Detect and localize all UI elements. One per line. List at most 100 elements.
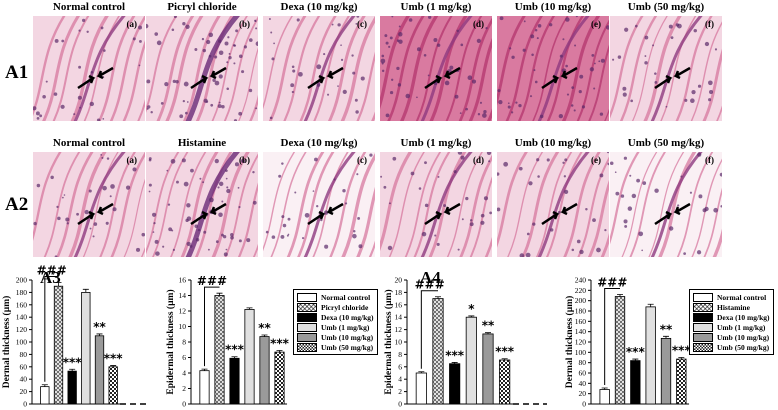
legend-label: Umb (10 mg/kg) — [717, 332, 770, 342]
error-bar — [41, 384, 48, 387]
chart-epidermal-1: 0 2 4 6 8 10 12 14 16 Epidermal thickness (µm) ***… — [165, 266, 295, 410]
chart-label-a3: A3 — [40, 268, 61, 287]
significance-label: *** — [445, 348, 465, 362]
significance-label: ### — [37, 263, 67, 277]
error-bar — [601, 387, 608, 390]
panel-title: Dexa (10 mg/kg) — [280, 137, 358, 149]
y-axis-label: Dermal thickness (µm) — [564, 296, 575, 389]
bar — [94, 335, 105, 405]
y-tick-label: 100 — [16, 338, 28, 347]
y-tick-label: 140 — [16, 313, 28, 322]
bar — [676, 358, 687, 405]
panel-title: Umb (10 mg/kg) — [514, 137, 592, 149]
error-bar — [501, 358, 508, 360]
y-tick-label: 220 — [575, 286, 587, 295]
error-bar — [96, 333, 103, 336]
y-tick-label: 20 — [395, 276, 403, 285]
y-tick-label: 120 — [575, 338, 587, 347]
legend-swatch — [693, 312, 713, 322]
legend-a: Normal control Picryl chloride Dexa (10 mg… — [293, 289, 378, 355]
histology-image: (a) — [33, 152, 145, 257]
error-bar — [435, 296, 441, 299]
error-bar — [678, 357, 685, 360]
legend-label: Normal control — [717, 292, 767, 302]
panel-letter: (b) — [239, 155, 250, 165]
significance-label: ** — [258, 321, 271, 335]
row-label-a2: A2 — [5, 194, 29, 215]
y-tick-label: 60 — [20, 362, 28, 371]
y-tick-label: 6 — [182, 353, 186, 362]
legend-label: Umb (1 mg/kg) — [321, 322, 370, 332]
significance-label: *** — [63, 355, 83, 369]
legend-item: Picryl chloride — [297, 302, 374, 312]
y-tick-label: 4 — [182, 369, 186, 378]
legend-swatch — [693, 332, 713, 342]
y-tick-label: 200 — [16, 276, 28, 285]
y-tick-label: 20 — [20, 387, 28, 396]
legend-label: Dexa (10 mg/kg) — [717, 312, 770, 322]
error-bar — [110, 365, 117, 367]
error-bar — [468, 315, 475, 318]
histology-image: (e) — [497, 16, 609, 121]
error-bar — [69, 368, 76, 372]
error-bar — [647, 303, 654, 307]
histology-image: (d) — [380, 16, 492, 121]
legend-item: Normal control — [693, 292, 770, 302]
significance-label: ** — [93, 320, 106, 334]
significance-label: * — [468, 302, 475, 316]
y-tick-label: 160 — [16, 300, 28, 309]
panel-title: Picryl chloride — [167, 1, 237, 13]
significance-label: ### — [197, 274, 227, 288]
legend-item: Umb (10 mg/kg) — [693, 332, 770, 342]
significance-bracket — [604, 287, 620, 385]
legend-item: Umb (10 mg/kg) — [297, 332, 374, 342]
legend-swatch — [297, 312, 317, 322]
histology-image: (e) — [497, 152, 609, 257]
significance-label: *** — [270, 337, 290, 351]
chart-dermal-2: 0 20 40 60 80 100 120 140 160 180 200 220 240 Dermal … — [564, 266, 695, 410]
bar — [108, 366, 118, 405]
histology-image: (a) — [33, 16, 145, 121]
error-bar — [55, 282, 62, 287]
legend-item: Umb (1 mg/kg) — [297, 322, 374, 332]
legend-item: Umb (50 mg/kg) — [297, 342, 374, 352]
histology-image: (c) — [263, 16, 375, 121]
legend-swatch — [297, 322, 317, 332]
y-tick-label: 12 — [395, 325, 403, 334]
panel-letter: (c) — [357, 155, 367, 165]
error-bar — [261, 334, 268, 337]
y-tick-label: 16 — [395, 300, 403, 309]
error-bar — [451, 362, 458, 364]
significance-label: ** — [660, 322, 673, 336]
significance-bracket — [44, 275, 59, 382]
y-tick-label: 100 — [575, 348, 587, 357]
row-label-a1: A1 — [5, 62, 29, 83]
chart-label-a4: A4 — [420, 268, 441, 287]
legend-label: Dexa (10 mg/kg) — [321, 312, 374, 322]
panel-title: Normal control — [52, 1, 126, 13]
bar — [40, 386, 50, 405]
legend-label: Histamine — [717, 302, 750, 312]
legend-label: Umb (10 mg/kg) — [321, 332, 374, 342]
bar — [67, 370, 77, 405]
error-bar — [485, 332, 491, 334]
error-bar — [201, 368, 208, 371]
legend-swatch — [297, 332, 317, 342]
y-tick-label: 2 — [398, 387, 402, 396]
error-bar — [216, 292, 223, 296]
error-bar — [418, 371, 425, 373]
chart-svg: 0 20 40 60 80 100 120 140 160 180 200 Dermal thickn… — [1, 263, 148, 409]
panel-letter: (e) — [591, 155, 601, 165]
y-tick-label: 2 — [182, 384, 186, 393]
legend-label: Normal control — [321, 292, 371, 302]
y-tick-label: 80 — [20, 350, 28, 359]
y-tick-label: 20 — [579, 389, 587, 398]
y-axis-label: Epidermal thickness (µm) — [165, 289, 176, 394]
legend-item: Normal control — [297, 292, 374, 302]
bar — [660, 337, 672, 405]
y-tick-label: 140 — [575, 327, 587, 336]
y-axis-label: Epidermal thickness (µm) — [383, 289, 394, 394]
bar — [499, 359, 511, 405]
